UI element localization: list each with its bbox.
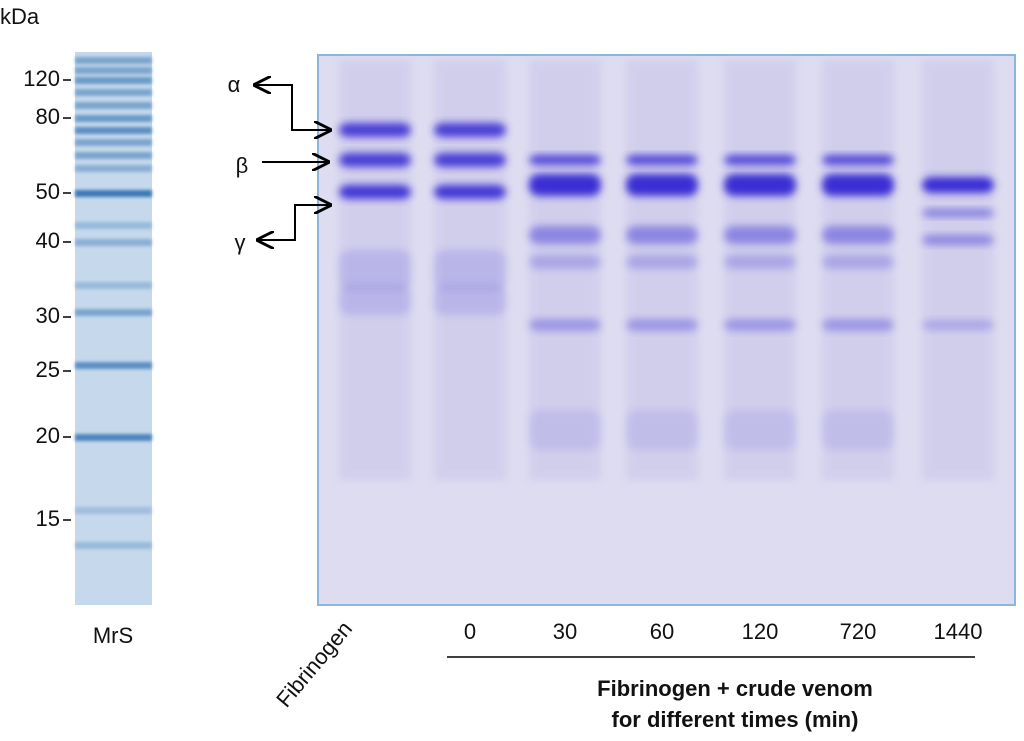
gel-band <box>529 226 601 244</box>
marker-tick-label: 20 <box>36 423 60 448</box>
marker-band <box>75 102 152 109</box>
marker-band <box>75 190 152 197</box>
gel-band <box>434 185 506 199</box>
gel-band <box>339 123 411 137</box>
marker-tick-label: 120 <box>23 66 60 91</box>
marker-band <box>75 239 152 246</box>
gel-band <box>822 174 894 196</box>
marker-lane <box>75 52 152 605</box>
marker-band <box>75 139 152 146</box>
marker-tick-label: 50 <box>36 179 60 204</box>
marker-band <box>75 127 152 134</box>
gel-band <box>822 155 894 165</box>
time-label: 60 <box>650 619 674 644</box>
time-labels: 0 30 60 120 720 1440 <box>464 619 983 644</box>
marker-tick-label: 25 <box>36 357 60 382</box>
gel-band <box>434 153 506 167</box>
marker-ticks: 120 80 50 40 30 25 20 15 <box>23 66 71 531</box>
gel-band <box>724 319 796 331</box>
unit-label: kDa <box>0 4 40 29</box>
marker-tick-label: 15 <box>36 506 60 531</box>
gel-band <box>529 319 601 331</box>
gel-band <box>626 174 698 196</box>
marker-band <box>75 222 152 229</box>
gel-band <box>724 410 796 450</box>
gel-band <box>626 319 698 331</box>
caption: for different times (min) <box>612 707 859 732</box>
gamma-arrow <box>258 205 330 240</box>
gel-band <box>626 255 698 269</box>
gel-band <box>339 285 411 315</box>
gel-band <box>529 255 601 269</box>
marker-band <box>75 434 152 441</box>
time-label: 720 <box>840 619 877 644</box>
gel-band <box>922 320 994 330</box>
lane-smear <box>922 60 994 480</box>
gel-band <box>724 155 796 165</box>
marker-band <box>75 77 152 84</box>
alpha-arrow <box>255 85 330 130</box>
marker-band <box>75 309 152 316</box>
chain-label: β <box>236 153 249 178</box>
marker-bands <box>75 57 152 549</box>
gel-band <box>922 209 994 217</box>
marker-band <box>75 89 152 96</box>
marker-band <box>75 67 152 74</box>
marker-tick-label: 80 <box>36 104 60 129</box>
gel-band <box>529 174 601 196</box>
gel-band <box>434 123 506 137</box>
time-label: 0 <box>464 619 476 644</box>
gel-band <box>626 226 698 244</box>
time-label: 30 <box>553 619 577 644</box>
gel-band <box>434 285 506 315</box>
gel-band <box>339 153 411 167</box>
marker-tick-label: 30 <box>36 303 60 328</box>
marker-band <box>75 57 152 64</box>
gel-band <box>529 155 601 165</box>
marker-band <box>75 165 152 172</box>
gel-band <box>724 255 796 269</box>
gel-band <box>822 255 894 269</box>
marker-band <box>75 282 152 289</box>
gel-band <box>822 319 894 331</box>
gel-band <box>626 155 698 165</box>
gel-band <box>529 410 601 450</box>
gel-band <box>724 174 796 196</box>
gel-band <box>724 226 796 244</box>
chain-label: γ <box>235 230 246 255</box>
gel-band <box>626 410 698 450</box>
marker-band <box>75 115 152 122</box>
marker-lane-label: MrS <box>93 623 133 648</box>
gel-band <box>922 235 994 245</box>
gel-band <box>339 185 411 199</box>
gel-band <box>822 410 894 450</box>
time-label: 120 <box>742 619 779 644</box>
gel-lanes <box>339 60 994 480</box>
marker-tick-label: 40 <box>36 228 60 253</box>
lane-label: Fibrinogen <box>271 616 357 712</box>
marker-band <box>75 362 152 369</box>
gel-band <box>922 177 994 193</box>
time-label: 1440 <box>934 619 983 644</box>
marker-band <box>75 152 152 159</box>
gel-band <box>339 250 411 290</box>
marker-band <box>75 507 152 514</box>
gel-band <box>434 250 506 290</box>
marker-band <box>75 542 152 549</box>
gel-band <box>822 226 894 244</box>
chain-label: α <box>228 72 241 97</box>
caption: Fibrinogen + crude venom <box>597 676 873 701</box>
